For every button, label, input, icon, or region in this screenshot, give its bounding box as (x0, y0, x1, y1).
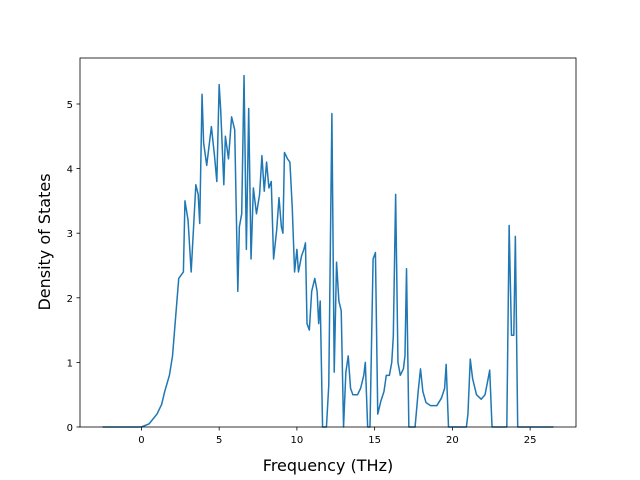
y-tick-label: 0 (67, 423, 73, 434)
y-tick-label: 5 (67, 100, 73, 111)
y-axis-label: Density of States (35, 173, 54, 310)
x-axis-label: Frequency (THz) (263, 456, 393, 475)
x-tick-label: 25 (524, 435, 537, 446)
y-tick-label: 4 (67, 165, 73, 176)
y-tick-label: 2 (67, 294, 73, 305)
y-tick-label: 1 (67, 358, 73, 369)
x-tick-label: 20 (446, 435, 459, 446)
x-tick-label: 5 (216, 435, 222, 446)
y-tick-label: 3 (67, 229, 73, 240)
x-tick-label: 10 (291, 435, 304, 446)
data-line (102, 74, 554, 428)
x-tick-label: 0 (138, 435, 144, 446)
plot-frame (79, 57, 577, 428)
x-tick-label: 15 (368, 435, 381, 446)
